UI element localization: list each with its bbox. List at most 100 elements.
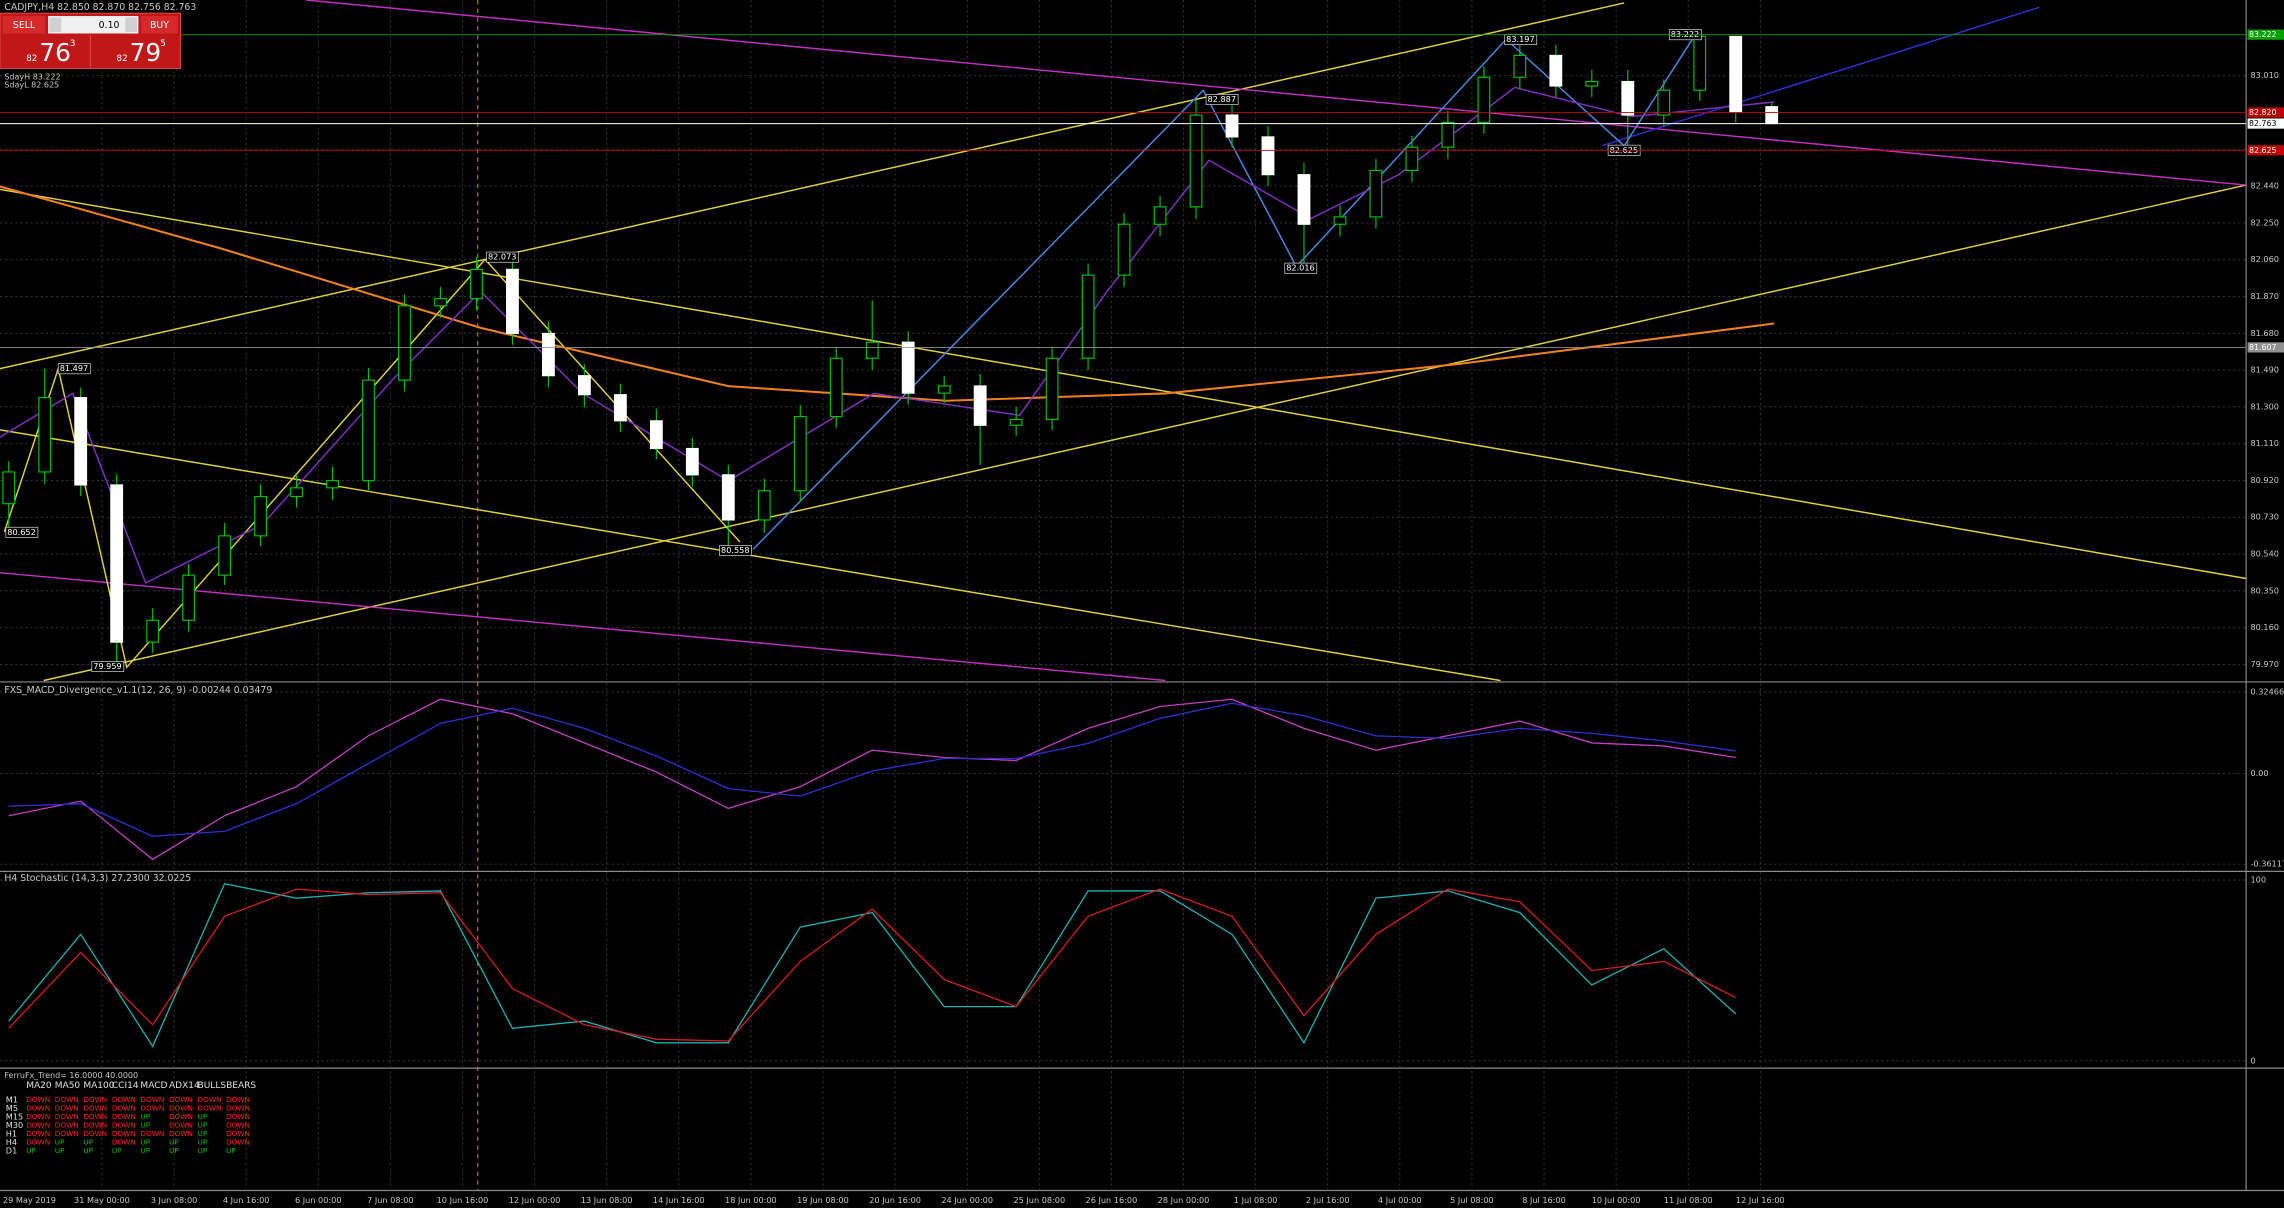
ferrufx-cell: DOWN <box>226 1112 250 1121</box>
ferrufx-period: D1 <box>6 1145 17 1155</box>
day-high: SdayH 83.222 <box>4 73 60 82</box>
swing-label: 82.887 <box>1208 94 1236 104</box>
candle-body <box>1441 121 1455 148</box>
y-tick-label: 81.870 <box>2250 291 2278 301</box>
ferrufx-cell: DOWN <box>112 1112 136 1121</box>
ferrufx-cell: DOWN <box>55 1104 79 1113</box>
ferrufx-cell: DOWN <box>140 1104 164 1113</box>
day-low: SdayL 82.625 <box>4 81 59 90</box>
lot-decrease[interactable] <box>49 17 62 33</box>
candle-body <box>434 298 447 307</box>
bid-pip: 3 <box>70 39 76 49</box>
ferrufx-cell: DOWN <box>226 1137 250 1146</box>
ferrufx-cell: UP <box>55 1146 65 1155</box>
ferrufx-cell: UP <box>140 1121 150 1130</box>
swing-label: 82.625 <box>1610 145 1638 155</box>
ferrufx-column: BULLS <box>198 1081 227 1091</box>
ferrufx-cell: DOWN <box>26 1121 50 1130</box>
candle-body <box>1333 216 1347 225</box>
ferrufx-cell: DOWN <box>169 1112 193 1121</box>
ferrufx-column: MA100 <box>83 1081 114 1091</box>
ferrufx-cell: UP <box>83 1146 93 1155</box>
y-tick-label: -0.36117 <box>2250 859 2284 869</box>
time-label: 6 Jun 00:00 <box>295 1195 342 1205</box>
time-label: 25 Jun 08:00 <box>1013 1195 1065 1205</box>
candle-body <box>1765 106 1779 125</box>
lot-increase[interactable] <box>125 17 137 33</box>
ferrufx-column: BEARS <box>226 1081 256 1091</box>
ferrufx-cell: DOWN <box>169 1129 193 1138</box>
price-tag: 83.222 <box>2249 30 2277 39</box>
ferrufx-cell: DOWN <box>55 1129 79 1138</box>
indicator-line <box>8 702 1736 837</box>
price-tag: 82.625 <box>2249 146 2277 155</box>
lot-input[interactable] <box>48 16 139 34</box>
candle-body <box>398 305 411 381</box>
ferrufx-period: M1 <box>6 1095 18 1105</box>
time-label: 2 Jul 16:00 <box>1306 1195 1350 1205</box>
y-tick-label: 81.110 <box>2250 438 2278 448</box>
candle-body <box>1729 35 1743 113</box>
candle-body <box>757 490 771 521</box>
swing-label: 82.016 <box>1286 263 1314 273</box>
y-tick-label: 80.730 <box>2250 512 2278 522</box>
ferrufx-cell: UP <box>198 1112 208 1121</box>
y-tick-label: 0.00 <box>2250 768 2268 778</box>
ferrufx-cell: DOWN <box>26 1104 50 1113</box>
ferrufx-cell: DOWN <box>83 1104 107 1113</box>
indicator-line <box>8 882 1737 1048</box>
time-label: 14 Jun 16:00 <box>653 1195 705 1205</box>
price-tag-box <box>2247 107 2284 118</box>
ferrufx-cell: DOWN <box>112 1137 136 1146</box>
ferrufx-cell: DOWN <box>55 1112 79 1121</box>
candle-body <box>290 487 303 498</box>
ferrufx-cell: DOWN <box>226 1121 250 1130</box>
ferrufx-cell: DOWN <box>198 1104 222 1113</box>
y-tick-label: 79.970 <box>2250 659 2278 669</box>
zigzag <box>752 31 1698 550</box>
lot-value: 0.10 <box>99 20 120 31</box>
time-label: 7 Jun 08:00 <box>367 1195 414 1205</box>
bid-big: 76 <box>39 38 70 67</box>
candle-body <box>937 385 951 394</box>
ferrufx-title: FerruFx_Trend= 16.0000 40.0000 <box>4 1071 138 1080</box>
candle-body <box>613 394 627 422</box>
ferrufx-cell: UP <box>198 1146 208 1155</box>
candle-body <box>1369 169 1383 218</box>
sell-button[interactable] <box>2 16 46 34</box>
candle-body <box>901 341 915 394</box>
ferrufx-cell: DOWN <box>55 1121 79 1130</box>
one-click-trading: SELL 0.10 BUY 82 76 3 82 79 5 <box>0 12 182 69</box>
time-label: 4 Jun 16:00 <box>223 1195 270 1205</box>
trend-line <box>43 184 2247 682</box>
swing-label-box <box>91 661 125 673</box>
candle-body <box>793 415 807 492</box>
candle-body <box>506 268 519 335</box>
ferrufx-cell: UP <box>198 1137 208 1146</box>
price-tag: 81.607 <box>2249 343 2277 352</box>
buy-label: BUY <box>150 20 169 31</box>
trend-line <box>1602 6 2040 147</box>
ferrufx-cell: DOWN <box>112 1121 136 1130</box>
ferrufx-period: M30 <box>6 1120 23 1130</box>
trend-line <box>0 2 1625 370</box>
price-tag: 82.820 <box>2249 108 2277 117</box>
time-label: 20 Jun 16:00 <box>869 1195 921 1205</box>
time-label: 10 Jul 00:00 <box>1592 1195 1641 1205</box>
ferrufx-cell: DOWN <box>83 1121 107 1130</box>
time-label: 3 Jun 08:00 <box>151 1195 198 1205</box>
time-label: 31 May 00:00 <box>74 1195 130 1205</box>
y-tick-label: 80.540 <box>2250 549 2278 559</box>
ferrufx-cell: DOWN <box>83 1129 107 1138</box>
buy-button[interactable] <box>141 16 178 34</box>
candle-body <box>1117 223 1131 276</box>
ferrufx-cell: DOWN <box>83 1112 107 1121</box>
swing-label-box <box>57 363 91 375</box>
swing-label: 80.652 <box>7 527 35 537</box>
trend-line <box>0 188 2247 580</box>
swing-label-box <box>1284 262 1318 274</box>
candle-body <box>1549 54 1563 87</box>
ferrufx-cell: DOWN <box>140 1095 164 1104</box>
